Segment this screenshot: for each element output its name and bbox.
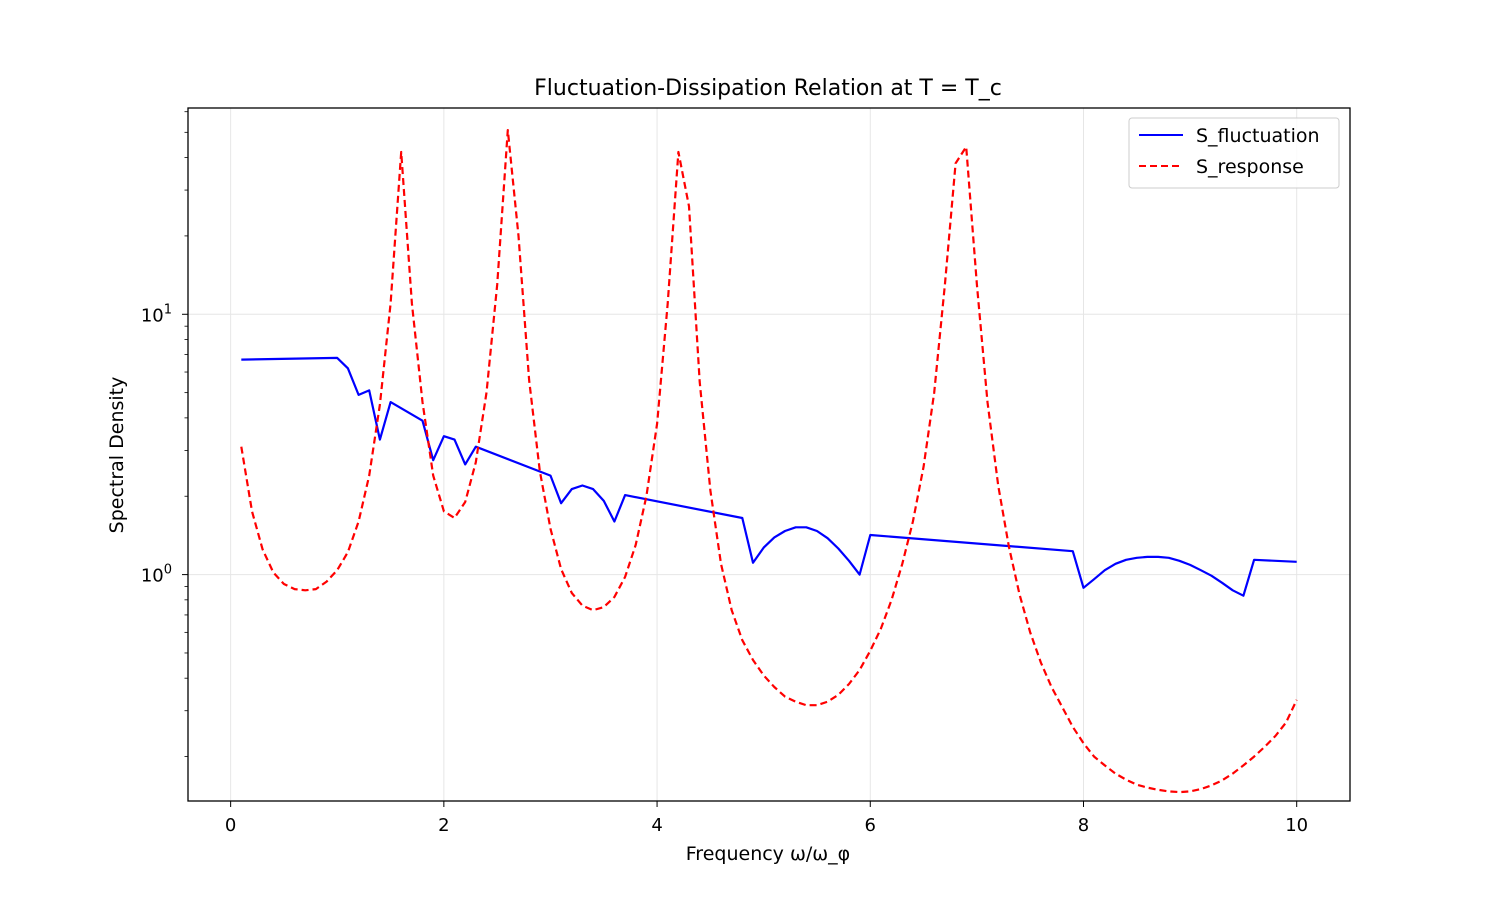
legend-label-s-response: S_response — [1196, 156, 1304, 178]
legend-label-s-fluctuation: S_fluctuation — [1196, 125, 1320, 147]
grid — [188, 108, 1350, 801]
plot-frame — [187, 107, 1351, 802]
x-tick-label: 4 — [651, 815, 662, 836]
y-tick-label: 100 — [141, 563, 172, 587]
chart-title: Fluctuation-Dissipation Relation at T = … — [534, 76, 1002, 101]
series-line-s-fluctuation — [241, 356, 1297, 597]
legend: S_fluctuation S_response — [1128, 117, 1340, 189]
x-tick-label: 10 — [1285, 815, 1308, 836]
series-line-s-response — [240, 129, 1298, 794]
x-axis-label: Frequency ω/ω_φ — [686, 843, 850, 865]
x-tick-label: 6 — [865, 815, 876, 836]
x-tick-label: 8 — [1078, 815, 1089, 836]
x-tick-label: 2 — [438, 815, 449, 836]
y-tick-label: 101 — [141, 302, 172, 326]
plot-lines — [240, 129, 1298, 794]
x-tick-label: 0 — [225, 815, 236, 836]
y-axis-label: Spectral Density — [106, 377, 128, 534]
ticks: 0 2 4 6 8 10 100 101 — [141, 111, 1308, 836]
